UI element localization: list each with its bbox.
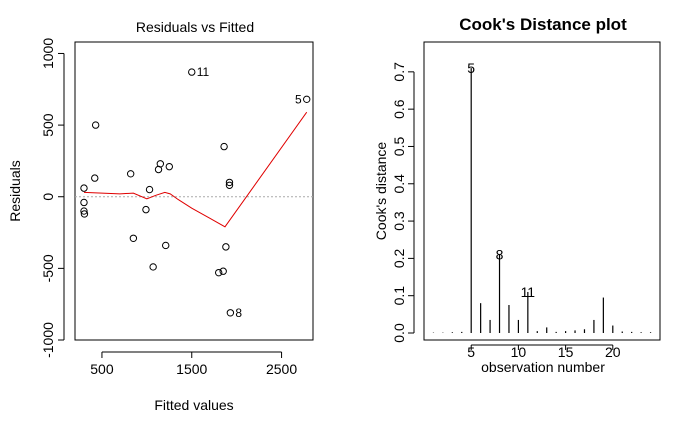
cooks-bar-label: 8 bbox=[496, 247, 504, 263]
residual-point bbox=[156, 160, 165, 168]
cooks-x-tick-label: 5 bbox=[467, 344, 475, 360]
residuals-plot-title: Residuals vs Fitted bbox=[136, 19, 254, 35]
residual-point bbox=[188, 68, 196, 76]
residuals-plot-y-axis-label: Residuals bbox=[7, 160, 23, 221]
residuals-y-tick-label: 0 bbox=[40, 193, 56, 201]
residuals-y-tick-label: 500 bbox=[40, 113, 56, 137]
residual-point bbox=[149, 263, 157, 271]
residual-point bbox=[303, 95, 311, 104]
residuals-vs-fitted-plot: Residuals vs Fitted 500 1500 2500 -1000 -50… bbox=[7, 19, 314, 413]
cooks-distance-plot: Cook's Distance plot 5 10 15 20 0.0 0.1 0.2 0.… bbox=[373, 15, 661, 375]
residuals-y-tick-label: -1000 bbox=[40, 322, 56, 358]
cooks-x-tick-label: 15 bbox=[558, 344, 574, 360]
residual-point bbox=[80, 198, 88, 207]
residual-point bbox=[222, 243, 230, 251]
cooks-y-tick-label: 0.1 bbox=[391, 286, 407, 306]
residuals-x-tick-label: 2500 bbox=[266, 361, 297, 377]
cooks-plot-title: Cook's Distance plot bbox=[459, 15, 627, 34]
residual-point bbox=[126, 170, 135, 178]
residual-point bbox=[145, 185, 154, 194]
cooks-y-tick-label: 0.0 bbox=[391, 323, 407, 343]
residuals-plot-x-axis-label: Fitted values bbox=[154, 397, 233, 413]
cooks-plot-x-axis-label: observation number bbox=[481, 359, 605, 375]
residual-point bbox=[219, 267, 227, 275]
residuals-x-tick-label: 1500 bbox=[176, 361, 207, 377]
residual-point bbox=[225, 178, 234, 187]
residual-point bbox=[91, 121, 100, 129]
residual-point bbox=[226, 309, 235, 317]
lowess-smoother-line bbox=[83, 111, 308, 228]
residuals-plot-frame bbox=[74, 41, 314, 341]
cooks-y-tick-label: 0.2 bbox=[391, 248, 407, 268]
residual-point bbox=[225, 181, 234, 189]
residual-point bbox=[80, 210, 89, 218]
residuals-x-tick-label: 500 bbox=[90, 361, 114, 377]
residual-point bbox=[129, 234, 138, 242]
residuals-y-tick-label: 1000 bbox=[40, 38, 56, 69]
residual-point bbox=[80, 207, 88, 215]
residual-point-label: 8 bbox=[235, 306, 242, 320]
cooks-bar-label: 5 bbox=[467, 60, 475, 76]
residual-point bbox=[91, 174, 99, 182]
residual-point bbox=[142, 205, 150, 214]
cooks-y-tick-label: 0.7 bbox=[391, 62, 407, 82]
cooks-x-tick-label: 20 bbox=[605, 344, 621, 360]
cooks-y-tick-label: 0.3 bbox=[391, 211, 407, 231]
cooks-plot-frame bbox=[423, 41, 661, 341]
cooks-y-tick-label: 0.5 bbox=[391, 137, 407, 157]
residuals-y-tick-label: -500 bbox=[40, 254, 56, 282]
residual-point bbox=[220, 142, 228, 151]
cooks-bar-label: 11 bbox=[521, 284, 536, 300]
residual-point-label: 11 bbox=[197, 65, 210, 79]
residual-point bbox=[80, 184, 88, 192]
residual-point bbox=[214, 268, 223, 277]
cooks-plot-y-axis-label: Cook's distance bbox=[373, 142, 389, 241]
cooks-y-tick-label: 0.4 bbox=[391, 174, 407, 194]
residual-point bbox=[165, 162, 174, 171]
cooks-x-tick-label: 10 bbox=[511, 344, 527, 360]
residual-point bbox=[162, 241, 170, 250]
cooks-y-tick-label: 0.6 bbox=[391, 99, 407, 119]
residual-point-label: 5 bbox=[295, 92, 302, 106]
